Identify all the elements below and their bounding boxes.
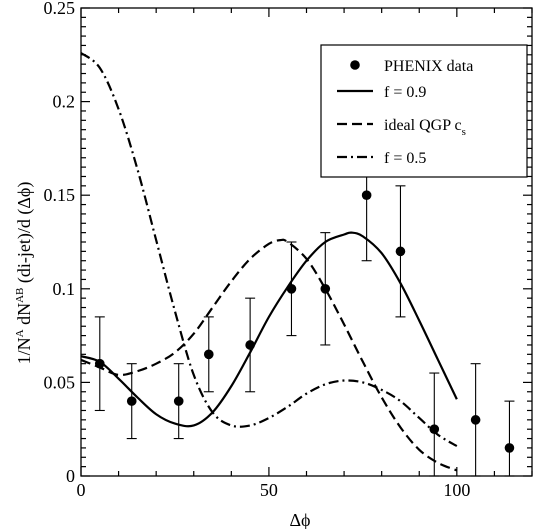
y-axis-label-sup2: AB [14,288,26,303]
y-axis-label-part3: (di-jet)/d (Δϕ) [14,182,35,288]
legend-label-phenix: PHENIX data [384,58,473,75]
series-line-dashdot [80,52,458,447]
legend-label-qgp-sub: s [462,126,466,138]
x-axis-label: Δϕ [289,510,310,529]
y-tick-label: 0.15 [44,185,76,205]
legend-label-f05: f = 0.5 [384,150,426,167]
legend-label-f09: f = 0.9 [384,84,426,101]
legend: PHENIX data f = 0.9 ideal QGP cs f = 0.5 [320,44,528,178]
data-point [126,396,137,406]
x-tick-label: 50 [260,480,278,500]
plot-area [80,52,515,477]
data-point [320,284,331,294]
legend-label-qgp: ideal QGP cs [384,117,466,138]
data-point [395,246,406,257]
data-point [429,424,440,435]
data-point [173,396,184,406]
x-tick-label: 0 [77,480,86,500]
data-point [361,190,372,200]
y-axis-label-part1: 1/N [14,337,34,364]
y-tick-label: 0.1 [53,279,76,299]
y-tick-label: 0 [66,466,75,486]
axes: 0 50 100 0 0.05 0.1 0.15 0.2 0.25 [44,0,533,500]
series-line-solid [80,231,458,428]
y-axis-label: 1/NA dNAB (di-jet)/d (Δϕ) [14,182,35,365]
data-point [504,443,515,453]
y-tick-label: 0.2 [53,92,76,112]
data-point [470,415,481,425]
data-point [203,349,214,360]
y-axis-label-sup1: A [14,329,26,337]
y-tick-label: 0.05 [44,372,76,392]
x-tick-label: 100 [443,480,470,500]
legend-label-qgp-main: ideal QGP c [384,117,462,134]
y-tick-label: 0.25 [44,0,76,18]
legend-marker-phenix [350,60,360,70]
series-line-dashed [80,238,458,472]
y-axis-label-part2: dN [14,303,34,330]
